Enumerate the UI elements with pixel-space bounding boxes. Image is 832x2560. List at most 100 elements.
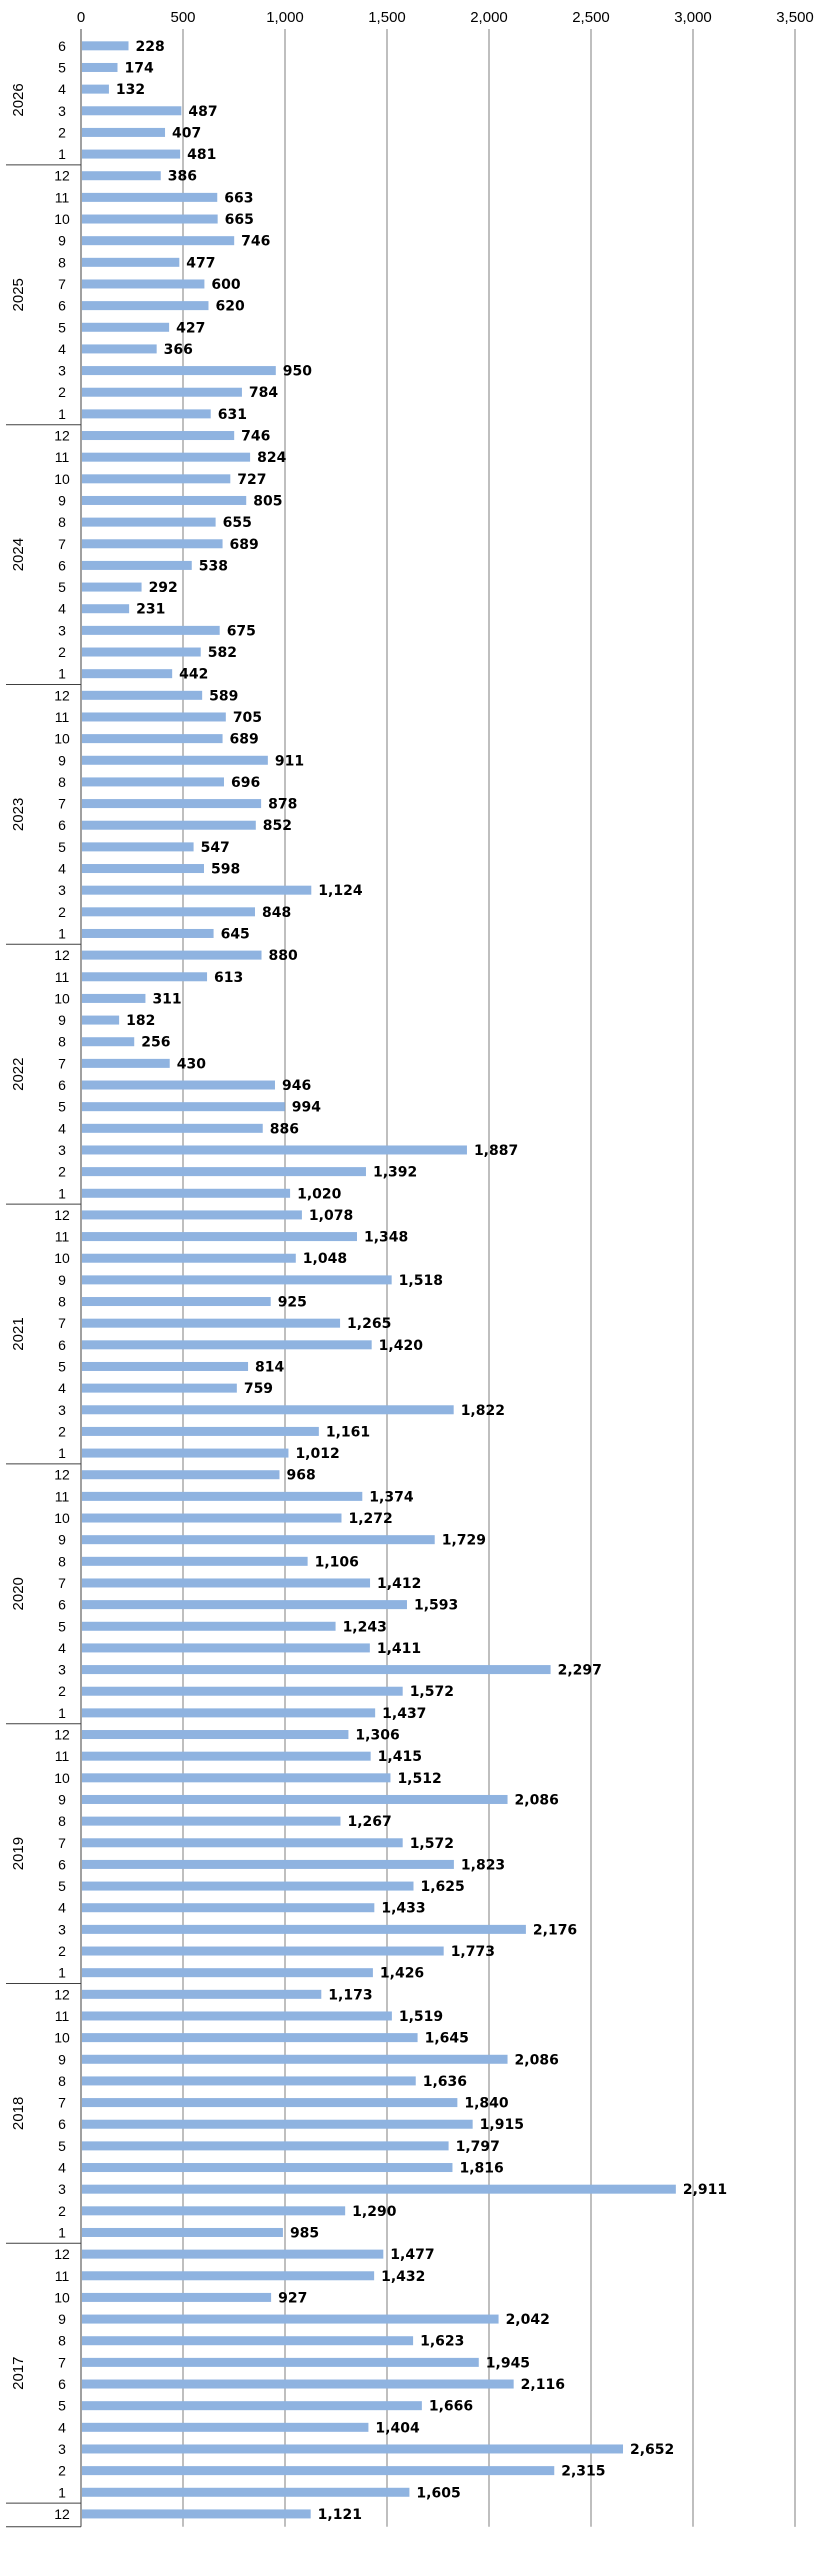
- value-label: 1,432: [381, 2269, 425, 2285]
- month-label: 9: [58, 1791, 66, 1807]
- value-label: 1,415: [378, 1749, 422, 1765]
- month-label: 11: [55, 1488, 70, 1504]
- month-label: 12: [54, 1207, 70, 1223]
- month-label: 1: [58, 146, 66, 162]
- month-label: 8: [58, 514, 66, 530]
- month-label: 8: [58, 774, 66, 790]
- bar: [82, 907, 255, 917]
- value-label: 746: [241, 429, 270, 445]
- value-label: 1,773: [451, 1944, 495, 1960]
- bar: [82, 366, 276, 376]
- value-label: 1,404: [375, 2420, 420, 2436]
- month-label: 4: [58, 1380, 66, 1396]
- year-label: 2024: [10, 538, 27, 571]
- month-label: 12: [54, 1727, 70, 1743]
- bar: [82, 2379, 514, 2389]
- month-label: 2: [58, 1683, 66, 1699]
- bar: [82, 1037, 135, 1047]
- value-label: 1,623: [420, 2334, 464, 2350]
- month-label: 11: [55, 2268, 70, 2284]
- month-label: 6: [58, 38, 66, 54]
- bar: [82, 1708, 376, 1718]
- month-label: 10: [54, 471, 70, 487]
- value-label: 1,518: [399, 1273, 443, 1289]
- month-label: 10: [54, 2030, 70, 2046]
- month-label: 2: [58, 384, 66, 400]
- bar: [82, 84, 109, 94]
- month-label: 6: [58, 1337, 66, 1353]
- value-label: 911: [275, 753, 304, 769]
- value-label: 1,572: [410, 1684, 454, 1700]
- value-label: 1,512: [397, 1771, 441, 1787]
- bar: [82, 2314, 499, 2324]
- bar: [82, 2509, 311, 2519]
- value-label: 1,887: [474, 1143, 518, 1159]
- month-label: 7: [58, 1055, 66, 1071]
- bar: [82, 474, 231, 484]
- month-label: 9: [58, 2051, 66, 2067]
- value-label: 1,243: [343, 1619, 387, 1635]
- value-label: 582: [208, 645, 237, 661]
- bar: [82, 409, 211, 419]
- bar: [82, 2098, 458, 2108]
- month-label: 8: [58, 254, 66, 270]
- bar: [82, 734, 223, 744]
- month-label: 3: [58, 1662, 66, 1678]
- month-label: 5: [58, 579, 66, 595]
- month-label: 3: [58, 2181, 66, 2197]
- month-label: 3: [58, 882, 66, 898]
- year-label: 2026: [10, 83, 27, 116]
- month-label: 7: [58, 276, 66, 292]
- month-label: 4: [58, 1120, 66, 1136]
- value-label: 1,433: [381, 1901, 425, 1917]
- month-label: 10: [54, 1770, 70, 1786]
- bar: [82, 1253, 296, 1263]
- bar: [82, 1123, 263, 1133]
- value-label: 1,840: [464, 2096, 509, 2112]
- bar: [82, 1903, 375, 1913]
- value-label: 655: [223, 515, 252, 531]
- bar: [82, 1794, 508, 1804]
- bar: [82, 712, 226, 722]
- bar: [82, 1340, 372, 1350]
- bar: [82, 2401, 422, 2411]
- month-label: 1: [58, 925, 66, 941]
- year-label: 2025: [10, 278, 27, 311]
- value-label: 1,411: [377, 1641, 421, 1657]
- bar: [82, 864, 204, 874]
- bar: [82, 41, 129, 51]
- bar: [82, 171, 161, 181]
- bar: [82, 560, 192, 570]
- value-label: 784: [249, 385, 278, 401]
- month-label: 8: [58, 1034, 66, 1050]
- bar: [82, 972, 208, 982]
- value-label: 824: [257, 450, 286, 466]
- month-label: 5: [58, 2138, 66, 2154]
- bar: [82, 127, 166, 137]
- month-label: 7: [58, 2095, 66, 2111]
- value-label: 852: [263, 818, 292, 834]
- value-label: 878: [268, 797, 297, 813]
- value-label: 1,265: [347, 1316, 391, 1332]
- bar: [82, 1188, 291, 1198]
- month-label: 6: [58, 2376, 66, 2392]
- value-label: 689: [230, 537, 259, 553]
- bar: [82, 495, 247, 505]
- value-label: 589: [209, 688, 238, 704]
- bar: [82, 452, 251, 462]
- month-label: 5: [58, 319, 66, 335]
- year-label: 2020: [10, 1577, 27, 1610]
- bar: [82, 1643, 370, 1653]
- month-label: 2: [58, 644, 66, 660]
- value-label: 1,420: [379, 1338, 424, 1354]
- value-label: 1,823: [461, 1857, 505, 1873]
- month-label: 10: [54, 1510, 70, 1526]
- value-label: 631: [218, 407, 247, 423]
- value-label: 2,042: [506, 2312, 550, 2328]
- month-label: 7: [58, 2354, 66, 2370]
- bar: [82, 1621, 336, 1631]
- bar: [82, 1405, 454, 1415]
- month-label: 1: [58, 1185, 66, 1201]
